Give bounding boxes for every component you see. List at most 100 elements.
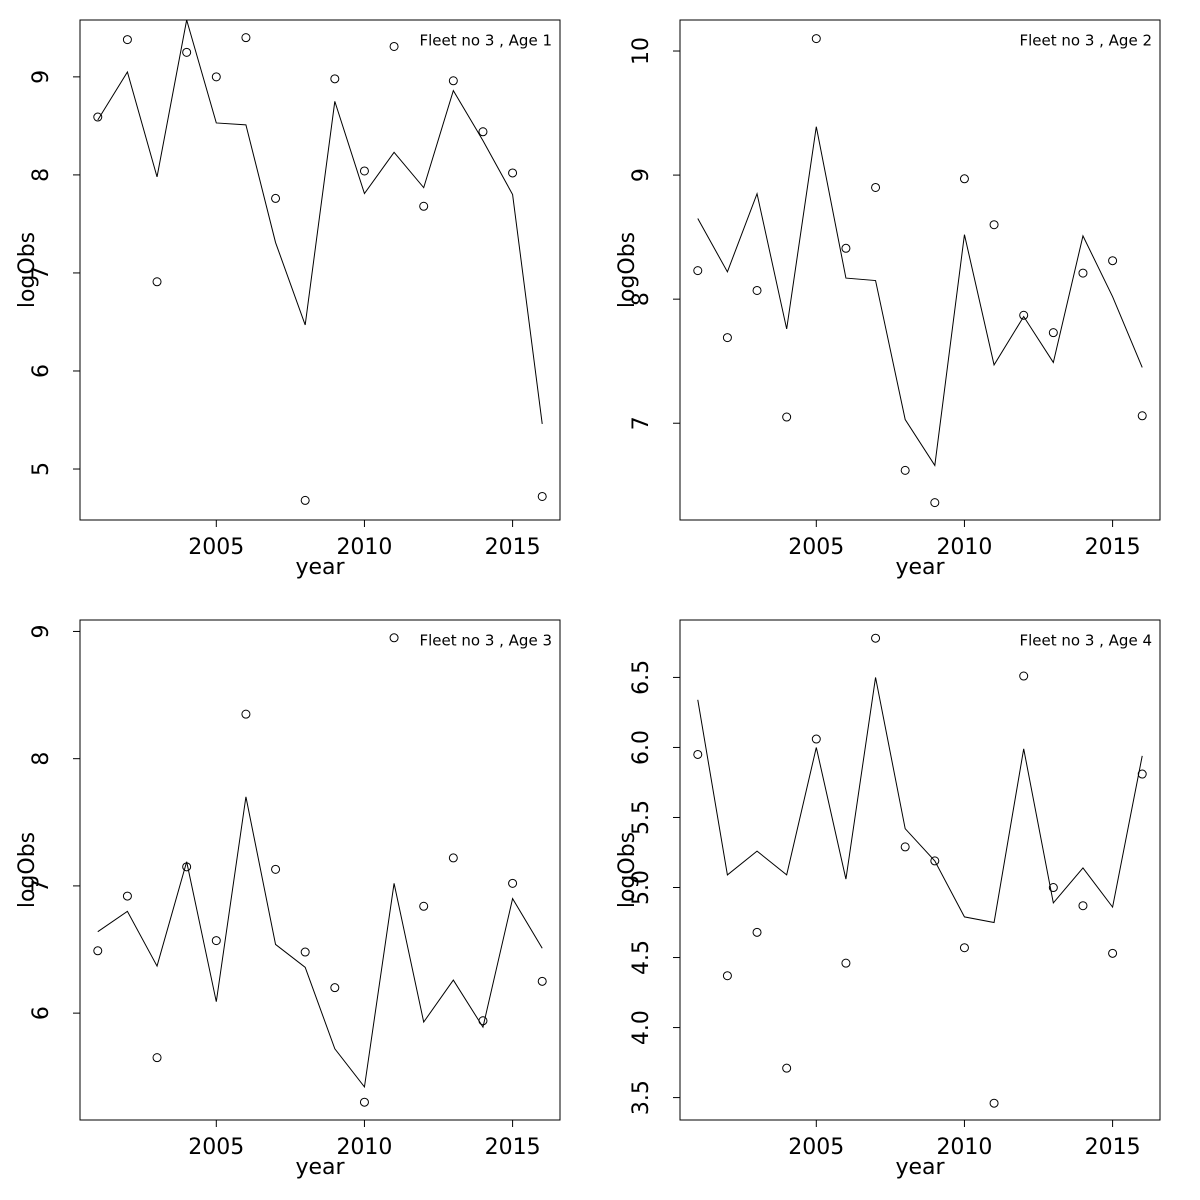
y-tick-label: 6 (29, 1006, 54, 1020)
data-point (1078, 901, 1088, 911)
y-axis-label: logObs (615, 232, 640, 308)
data-point (330, 983, 340, 993)
x-tick-label: 2005 (188, 535, 244, 560)
data-point (300, 495, 310, 505)
fitted-line (97, 19, 543, 424)
data-point (241, 709, 251, 719)
x-tick-label: 2015 (485, 535, 541, 560)
x-tick-label: 2010 (936, 535, 992, 560)
y-tick-label: 8 (29, 168, 54, 182)
y-tick-label: 6.5 (629, 660, 654, 695)
y-tick-label: 10 (629, 37, 654, 65)
plot-frame (79, 19, 561, 521)
data-point (211, 936, 221, 946)
data-point (693, 749, 703, 759)
x-tick-label: 2010 (336, 1135, 392, 1160)
data-point (537, 976, 547, 986)
x-tick-label: 2005 (788, 535, 844, 560)
fitted-line (697, 677, 1143, 924)
data-point (959, 174, 969, 184)
data-point (330, 74, 340, 84)
data-point (1078, 268, 1088, 278)
data-point (900, 842, 910, 852)
x-axis-label: year (295, 1155, 345, 1180)
data-point (359, 1097, 369, 1107)
plot-frame (79, 619, 561, 1121)
data-point (448, 853, 458, 863)
data-point (271, 193, 281, 203)
data-point (1108, 948, 1118, 958)
y-tick-label: 6.0 (629, 730, 654, 765)
y-tick-label: 8 (629, 292, 654, 306)
y-tick-label: 7 (29, 266, 54, 280)
x-tick-label: 2015 (485, 1135, 541, 1160)
data-point (1048, 883, 1058, 893)
data-point (1137, 411, 1147, 421)
data-point (752, 285, 762, 295)
y-tick-label: 4.5 (629, 940, 654, 975)
x-axis-label: year (295, 555, 345, 580)
data-point (359, 166, 369, 176)
y-tick-label: 5.0 (629, 870, 654, 905)
data-point (122, 35, 132, 45)
data-point (989, 1098, 999, 1108)
data-point (389, 41, 399, 51)
y-tick-label: 5.5 (629, 800, 654, 835)
x-axis-label: year (895, 555, 945, 580)
data-point (93, 946, 103, 956)
data-point (811, 734, 821, 744)
data-point (752, 927, 762, 937)
x-tick-label: 2015 (1085, 1135, 1141, 1160)
data-point (930, 856, 940, 866)
data-point (93, 112, 103, 122)
plot-frame (679, 619, 1161, 1121)
y-axis-label: logObs (615, 832, 640, 908)
data-point (989, 220, 999, 230)
data-point (300, 947, 310, 957)
data-point (152, 277, 162, 287)
data-point (841, 243, 851, 253)
data-point (871, 182, 881, 192)
data-point (152, 1053, 162, 1063)
data-point (1019, 671, 1029, 681)
data-point (182, 47, 192, 57)
data-point (419, 901, 429, 911)
plot-frame (679, 19, 1161, 521)
annotation: Fleet no 3 , Age 3 (419, 632, 552, 650)
x-axis-label: year (895, 1155, 945, 1180)
data-point (478, 127, 488, 137)
data-point (122, 891, 132, 901)
x-tick-label: 2010 (936, 1135, 992, 1160)
data-point (1108, 256, 1118, 266)
y-tick-label: 9 (629, 168, 654, 182)
data-point (389, 633, 399, 643)
data-point (693, 266, 703, 276)
data-point (959, 943, 969, 953)
y-tick-label: 5 (29, 462, 54, 476)
data-point (900, 465, 910, 475)
y-tick-label: 9 (29, 70, 54, 84)
x-tick-label: 2005 (188, 1135, 244, 1160)
data-point (419, 201, 429, 211)
data-point (1019, 310, 1029, 320)
annotation: Fleet no 3 , Age 2 (1019, 32, 1152, 50)
y-tick-label: 3.5 (629, 1080, 654, 1115)
y-tick-label: 6 (29, 364, 54, 378)
fitted-line (97, 796, 543, 1089)
data-point (1048, 328, 1058, 338)
data-point (448, 76, 458, 86)
data-point (211, 72, 221, 82)
x-tick-label: 2015 (1085, 535, 1141, 560)
data-point (241, 33, 251, 43)
data-point (508, 168, 518, 178)
data-point (841, 958, 851, 968)
data-point (782, 412, 792, 422)
y-axis-label: logObs (15, 232, 40, 308)
annotation: Fleet no 3 , Age 1 (419, 32, 552, 50)
fitted-line (697, 126, 1143, 467)
y-tick-label: 7 (29, 879, 54, 893)
data-point (271, 864, 281, 874)
data-point (537, 491, 547, 501)
y-tick-label: 9 (29, 624, 54, 638)
